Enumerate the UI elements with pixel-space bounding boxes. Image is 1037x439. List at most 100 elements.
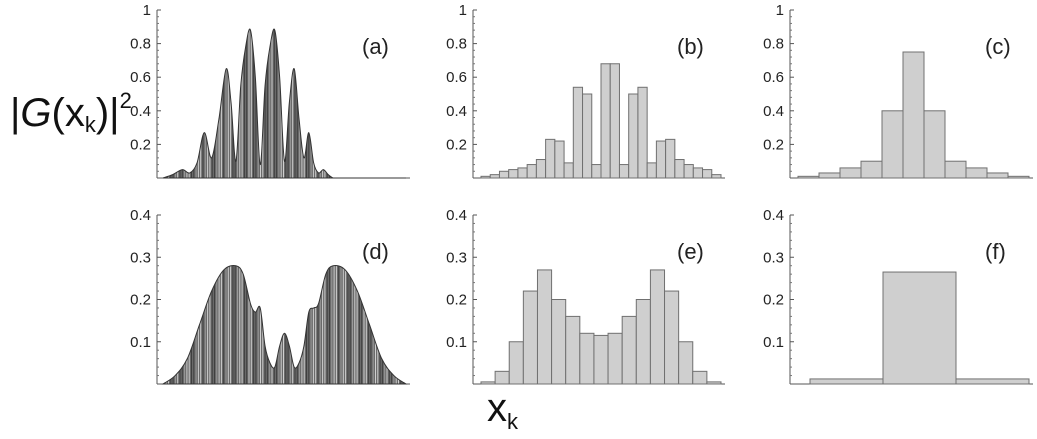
panel-b-bar bbox=[489, 174, 500, 179]
ylabel-g: G bbox=[20, 91, 52, 135]
panel-c-bar bbox=[881, 110, 904, 179]
panel-a-ytick-label: 0.4 bbox=[130, 103, 151, 120]
panel-a-ytick-label: 0.6 bbox=[130, 69, 151, 86]
panel-e-bar bbox=[508, 341, 524, 385]
panel-b-bar bbox=[498, 170, 510, 179]
panel-f-bar bbox=[809, 378, 884, 385]
panel-b-ytick-label: 0.2 bbox=[446, 136, 467, 153]
panel-e-ytick-label: 0.4 bbox=[446, 207, 467, 224]
panel-b-bar bbox=[692, 167, 704, 179]
panel-b-ytick-label: 0.8 bbox=[446, 36, 467, 53]
panel-e-bar bbox=[678, 341, 694, 385]
panel-c-bar bbox=[944, 160, 967, 179]
panel-e-bar bbox=[635, 299, 651, 385]
panel-e-label: (e) bbox=[677, 239, 704, 264]
y-axis-label: |G(xk)|2 bbox=[10, 90, 132, 136]
panel-f-bar bbox=[882, 271, 957, 385]
panel-b-bar bbox=[665, 138, 676, 179]
ylabel-sub: k bbox=[84, 112, 96, 137]
panel-c-bar bbox=[860, 160, 883, 179]
panel-d-ytick-label: 0.3 bbox=[130, 249, 151, 266]
panel-e-ytick-label: 0.2 bbox=[446, 292, 467, 309]
panel-c-ytick-label: 0.6 bbox=[763, 69, 784, 86]
panel-b-bar bbox=[674, 159, 685, 179]
panel-b-bar bbox=[535, 159, 547, 179]
panel-b-bar bbox=[517, 167, 528, 179]
panel-e-bar bbox=[607, 332, 623, 385]
panel-d-ytick-label: 0.1 bbox=[130, 334, 151, 351]
panel-e-bar bbox=[706, 381, 722, 385]
panel-b-bar bbox=[572, 86, 584, 179]
ylabel-paren: (x bbox=[51, 91, 85, 135]
panel-b-bar bbox=[655, 140, 667, 179]
panel-d-ytick-label: 0.4 bbox=[130, 207, 151, 224]
panel-c-bar bbox=[839, 167, 862, 179]
panel-f-ytick-label: 0.1 bbox=[763, 334, 784, 351]
panel-c-bar bbox=[818, 172, 841, 179]
panel-b-label: (b) bbox=[677, 34, 704, 59]
panel-c-bar bbox=[797, 175, 820, 179]
panel-f-ytick-label: 0.4 bbox=[763, 207, 784, 224]
panel-b-bar bbox=[582, 93, 593, 179]
panel-c-bar bbox=[902, 51, 925, 179]
panel-d-outline bbox=[161, 264, 408, 385]
panel-d-ytick-label: 0.2 bbox=[130, 292, 151, 309]
panel-a-ytick-label: 1 bbox=[143, 2, 151, 19]
panel-b-bar bbox=[480, 175, 491, 179]
xlabel-main: x bbox=[487, 386, 507, 430]
panel-e-ytick-label: 0.3 bbox=[446, 249, 467, 266]
panel-a-label: (a) bbox=[362, 34, 389, 59]
panel-b-bar bbox=[526, 164, 537, 179]
panel-e-bar bbox=[664, 290, 680, 385]
panel-c-ytick-label: 0.8 bbox=[763, 36, 784, 53]
panel-b-bar bbox=[600, 63, 611, 179]
x-axis-label: xk bbox=[487, 388, 518, 433]
panel-f-bar bbox=[955, 378, 1030, 385]
panel-e-bar bbox=[692, 370, 708, 385]
panel-f-ytick-label: 0.2 bbox=[763, 292, 784, 309]
panel-b-bar bbox=[609, 63, 620, 179]
panel-c-bar bbox=[986, 172, 1009, 179]
panel-e-bar bbox=[565, 315, 581, 385]
panel-e-bar bbox=[551, 299, 567, 385]
panel-b-bar bbox=[702, 169, 713, 179]
panel-c-label: (c) bbox=[985, 34, 1011, 59]
panel-a-outline bbox=[162, 28, 406, 179]
panel-b-bar bbox=[618, 164, 630, 179]
panel-b-bar bbox=[637, 86, 648, 179]
panel-c-bar bbox=[923, 110, 946, 179]
panel-b-ytick-label: 0.4 bbox=[446, 103, 467, 120]
panel-b-ytick-label: 0.6 bbox=[446, 69, 467, 86]
panel-f-ytick-label: 0.3 bbox=[763, 249, 784, 266]
panel-a-ytick-label: 0.8 bbox=[130, 36, 151, 53]
panel-b-bar bbox=[711, 174, 722, 179]
panel-b-ytick-label: 1 bbox=[459, 2, 467, 19]
panel-e-bar bbox=[579, 332, 595, 385]
panel-f-label: (f) bbox=[985, 239, 1006, 264]
panel-d-label: (d) bbox=[362, 239, 389, 264]
panel-e-bar bbox=[536, 269, 553, 385]
panel-c-bar bbox=[1007, 175, 1030, 179]
panel-b-bar bbox=[508, 169, 519, 179]
panel-e-bar bbox=[480, 381, 496, 385]
ylabel-bar-left: | bbox=[10, 91, 21, 135]
panel-e-bar bbox=[494, 370, 510, 385]
panel-c-bar bbox=[965, 167, 988, 179]
panel-e-bar bbox=[593, 334, 609, 385]
panel-b-bar bbox=[646, 162, 657, 179]
panel-c-ytick-label: 1 bbox=[776, 2, 784, 19]
panel-b-bar bbox=[563, 162, 574, 179]
panel-b-bar bbox=[591, 164, 602, 179]
panel-e-bar bbox=[621, 315, 637, 385]
ylabel-close: )| bbox=[95, 91, 120, 135]
panel-e-ytick-label: 0.1 bbox=[446, 334, 467, 351]
panel-b-bar bbox=[545, 138, 556, 179]
xlabel-sub: k bbox=[507, 409, 518, 434]
panel-a-ytick-label: 0.2 bbox=[130, 136, 151, 153]
panel-c-ytick-label: 0.2 bbox=[763, 136, 784, 153]
panel-c-ytick-label: 0.4 bbox=[763, 103, 784, 120]
panel-e-bar bbox=[649, 269, 666, 385]
ylabel-sup: 2 bbox=[119, 88, 132, 113]
